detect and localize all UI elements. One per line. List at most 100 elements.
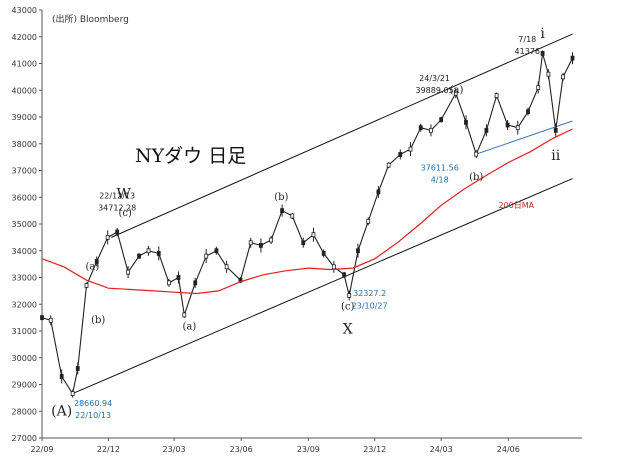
annotation-label: (a) [450, 85, 464, 96]
trend-lines [72, 33, 573, 395]
price-candle [453, 90, 458, 96]
chart-title: NYダウ 日足 [135, 145, 246, 167]
annotation-label: 37611.56 [421, 164, 459, 173]
annotation-label: (b) [274, 192, 288, 203]
y-tick-label: 31000 [12, 327, 37, 336]
y-tick-label: 41000 [12, 60, 37, 69]
annotation-label: (b) [469, 172, 483, 183]
price-candle [146, 248, 151, 254]
price-candle [356, 248, 360, 254]
ma200-line [41, 128, 573, 295]
annotation-label: 34712.28 [98, 204, 136, 213]
trend-line [111, 33, 573, 238]
price-candle [474, 151, 479, 157]
annotation-label: i [540, 26, 545, 42]
price-line [41, 53, 573, 396]
y-tick-label: 34000 [12, 247, 37, 256]
price-candle [398, 152, 403, 157]
annotation-label: 23/10/27 [352, 301, 388, 310]
price-candle [561, 74, 565, 80]
annotation-label: 28660.94 [74, 399, 112, 408]
y-tick-label: 39000 [12, 113, 37, 122]
price-candle [59, 374, 64, 379]
price-candle [156, 251, 161, 256]
price-candle [494, 93, 499, 98]
price-candle [347, 293, 352, 298]
x-tick-label: 24/03 [430, 445, 453, 454]
annotation-label: (c) [341, 302, 355, 313]
price-candle [115, 229, 120, 235]
price-candle [176, 275, 181, 280]
price-candle [214, 248, 219, 254]
price-candle [418, 125, 423, 131]
y-tick-label: 27000 [12, 434, 37, 443]
trend-line [72, 178, 573, 395]
price-candle [126, 269, 131, 275]
price-candle [290, 213, 295, 219]
price-candle [526, 109, 530, 115]
x-tick-label: 23/09 [297, 445, 320, 454]
price-candle [376, 189, 381, 195]
y-tick-label: 37000 [12, 167, 37, 176]
y-tick-label: 32000 [12, 300, 37, 309]
annotation-label: 22/12/13 [99, 192, 135, 201]
price-candle [75, 366, 80, 371]
price-candle [182, 312, 187, 318]
y-tick-label: 35000 [12, 220, 37, 229]
price-candle [342, 272, 347, 278]
annotation-label: (a) [183, 322, 197, 333]
y-tick-label: 38000 [12, 140, 37, 149]
annotation-label: W [117, 187, 132, 203]
price-candle [248, 240, 253, 246]
price-candle [40, 315, 44, 321]
y-tick-label: 40000 [12, 86, 37, 95]
price-candle [137, 253, 141, 259]
price-candle [321, 251, 326, 256]
price-candle [70, 391, 75, 396]
annotation-label: 41376 [515, 47, 540, 56]
annotation-label: X [343, 322, 353, 338]
source-label: (出所) Bloomberg [52, 13, 129, 25]
axes: 27000 28000 29000 30000 31000 32000 33000 34000… [12, 6, 582, 454]
price-candle [301, 240, 306, 246]
price-candle [484, 127, 489, 133]
price-candle [536, 85, 541, 90]
x-tick-label: 23/03 [163, 445, 186, 454]
price-candle [84, 283, 89, 288]
price-candle [408, 146, 413, 152]
price-candle [105, 234, 110, 240]
price-candle [540, 51, 545, 56]
annotation-label: 22/10/13 [75, 411, 111, 420]
annotation-label: (b) [91, 315, 105, 326]
annotations: 22/12/13 34712.28W (c) (a) (b) (a) (b) (c) X 3232… [51, 26, 561, 420]
y-tick-label: 43000 [12, 6, 37, 15]
annotation-label: 39889.05 [416, 86, 454, 95]
price-candle [439, 117, 444, 123]
x-tick-label: 22/12 [97, 445, 120, 454]
price-candle [464, 119, 468, 125]
annotation-label: 32327.2 [353, 289, 386, 298]
price-candle [48, 317, 53, 323]
price-candle [570, 55, 575, 61]
annotation-label: ii [551, 148, 560, 164]
price-candle [546, 71, 551, 77]
annotation-label: (A) [51, 403, 72, 419]
y-tick-label: 29000 [12, 381, 37, 390]
x-tick-label: 23/06 [230, 445, 253, 454]
y-tick-label: 28000 [12, 407, 37, 416]
price-candle [553, 127, 558, 133]
annotation-label: 24/3/21 [419, 74, 450, 83]
x-tick-label: 22/09 [30, 445, 53, 454]
price-candle [429, 127, 433, 133]
price-candle [269, 237, 274, 243]
price-candle [224, 264, 229, 270]
y-tick-label: 30000 [12, 354, 37, 363]
price-candle [94, 259, 99, 264]
y-tick-label: 33000 [12, 274, 37, 283]
y-tick-label: 36000 [12, 193, 37, 202]
annotation-label: (c) [118, 208, 132, 219]
price-candle [331, 264, 336, 270]
x-tick-label: 24/06 [497, 445, 520, 454]
price-candle [386, 162, 391, 168]
